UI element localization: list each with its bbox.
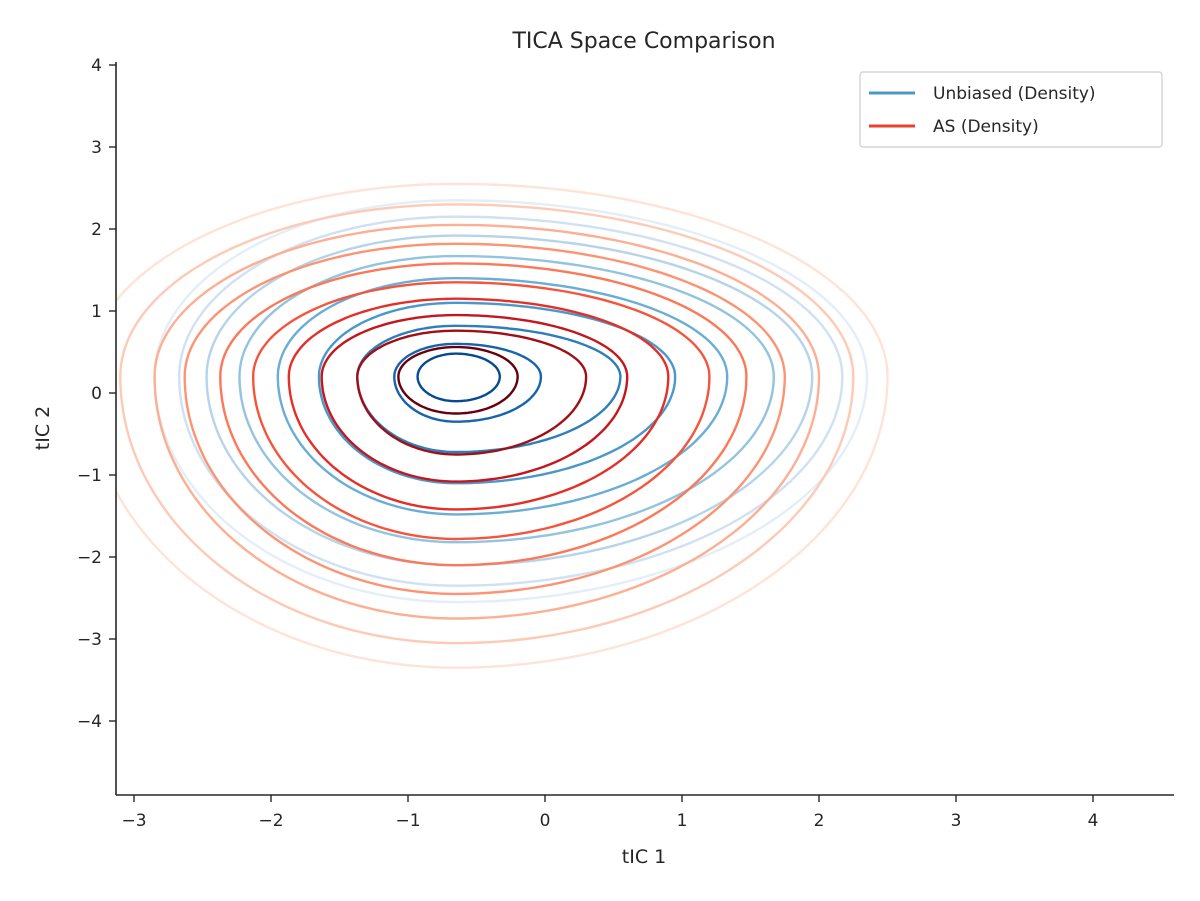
as-contour-level-6	[251, 281, 711, 541]
unbiased-contour-level-5	[276, 276, 729, 516]
unbiased-contour-level-6	[317, 301, 677, 485]
y-tick-label: 0	[91, 384, 102, 404]
as-contour-level-5	[219, 262, 748, 567]
y-tick-label: −4	[77, 712, 102, 732]
x-tick-label: 1	[677, 811, 688, 831]
y-tick-label: 2	[91, 220, 102, 240]
as-contour-level-9	[356, 329, 588, 456]
chart-title: TICA Space Comparison	[511, 29, 775, 54]
as-contour-level-1	[116, 182, 889, 669]
x-axis-label: tIC 1	[622, 846, 666, 868]
legend-label-as: AS (Density)	[933, 117, 1039, 137]
y-axis-label: tIC 2	[32, 406, 54, 450]
y-tick-label: 4	[91, 56, 102, 76]
x-tick-label: 2	[814, 811, 825, 831]
series-as-contours	[116, 182, 889, 669]
unbiased-contour-level-2	[177, 215, 844, 587]
y-tick-label: −1	[77, 466, 102, 486]
x-ticks: −3 −2 −1 0 1 2 3 4	[121, 795, 1098, 831]
as-contour-level-3	[153, 223, 821, 620]
x-tick-label: 4	[1088, 811, 1099, 831]
y-tick-label: −3	[77, 630, 102, 650]
x-tick-label: 0	[540, 811, 551, 831]
unbiased-contour-level-9	[416, 352, 501, 403]
y-tick-label: 1	[91, 302, 102, 322]
as-contour-level-2	[119, 203, 855, 645]
as-contour-level-4	[183, 242, 787, 596]
legend-label-unbiased: Unbiased (Density)	[933, 84, 1096, 104]
as-contour-level-7	[287, 297, 670, 511]
legend-frame	[859, 71, 1163, 148]
as-contour-level-8	[320, 313, 629, 483]
y-tick-label: 3	[91, 138, 102, 158]
contour-area	[116, 182, 889, 669]
unbiased-contour-level-4	[238, 254, 776, 544]
y-ticks: −4 −3 −2 −1 0 1 2 3 4	[77, 56, 116, 732]
x-tick-label: −2	[258, 811, 283, 831]
x-tick-label: 3	[951, 811, 962, 831]
unbiased-contour-level-8	[393, 342, 543, 423]
legend: Unbiased (Density) AS (Density)	[859, 71, 1163, 148]
x-tick-label: −3	[121, 811, 146, 831]
as-contour-level-10	[397, 345, 519, 415]
x-tick-label: −1	[395, 811, 420, 831]
series-unbiased-contours	[153, 199, 869, 604]
y-tick-label: −2	[77, 548, 102, 568]
unbiased-contour-level-3	[205, 234, 814, 567]
